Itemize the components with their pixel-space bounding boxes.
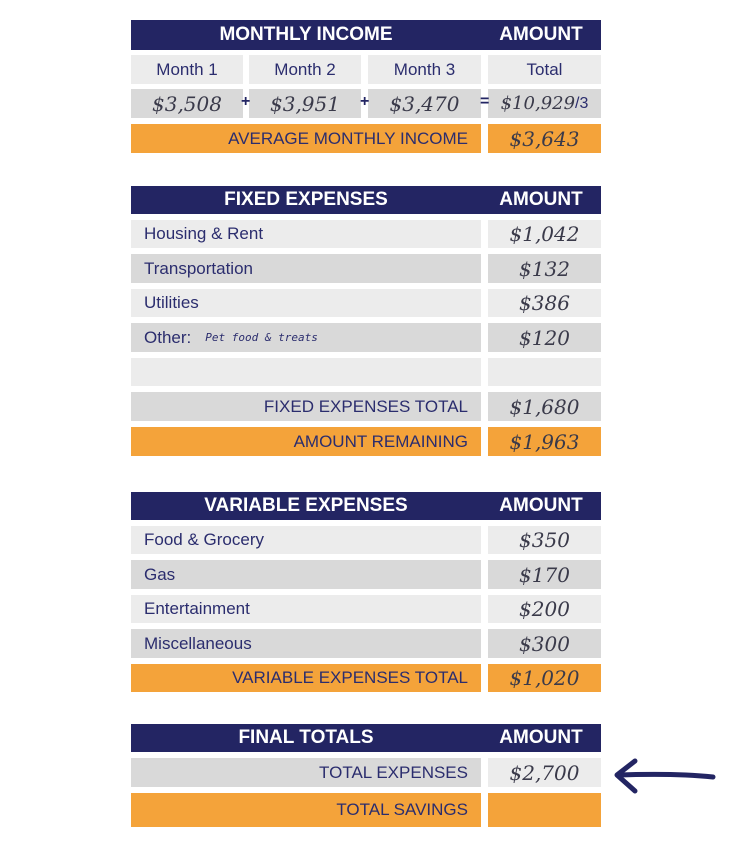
income-value: $3,951 [249,89,361,118]
income-total: $10,929/3 [488,89,601,118]
section-title: FIXED EXPENSES [131,186,481,214]
operator: + [241,93,251,110]
row-label: VARIABLE EXPENSES TOTAL [131,664,481,692]
column-label: Month 1 [131,55,243,84]
row-amount: $1,042 [488,220,601,248]
row-label: AMOUNT REMAINING [131,427,481,456]
empty-amount [488,358,601,386]
income-value: $3,470 [368,89,481,118]
row-label: Entertainment [131,595,481,623]
amount-header: AMOUNT [481,20,601,50]
row: Other: Pet food & treats [131,323,481,352]
row-label: Other: [144,327,192,347]
row-note: Pet food & treats [205,331,318,344]
row-label: AVERAGE MONTHLY INCOME [131,124,481,153]
amount-header: AMOUNT [481,492,601,520]
row-amount: $1,020 [488,664,601,692]
column-label: Month 2 [249,55,361,84]
section-title: VARIABLE EXPENSES [131,492,481,520]
row-label: TOTAL EXPENSES [131,758,481,787]
row-amount: $1,680 [488,392,601,421]
row-label: TOTAL SAVINGS [131,793,481,827]
row-amount: $3,643 [488,124,601,153]
row-amount: $200 [488,595,601,623]
row-label: Housing & Rent [131,220,481,248]
row-label: Miscellaneous [131,629,481,658]
divisor: /3 [575,94,589,112]
income-value: $3,508 [131,89,243,118]
row-label: Transportation [131,254,481,283]
amount-header: AMOUNT [481,186,601,214]
total-value: $10,929 [500,93,576,114]
empty-amount [488,793,601,827]
row-label: FIXED EXPENSES TOTAL [131,392,481,421]
row-amount: $386 [488,289,601,317]
section-title: MONTHLY INCOME [131,20,481,50]
row-amount: $120 [488,323,601,352]
row-amount: $132 [488,254,601,283]
amount-header: AMOUNT [481,724,601,752]
empty-row [131,358,481,386]
row-amount: $1,963 [488,427,601,456]
operator: + [360,93,370,110]
column-label: Total [488,55,601,84]
row-amount: $350 [488,526,601,554]
row-label: Utilities [131,289,481,317]
row-amount: $170 [488,560,601,589]
row-label: Food & Grocery [131,526,481,554]
operator: = [480,93,490,110]
row-label: Gas [131,560,481,589]
row-amount: $300 [488,629,601,658]
row-amount: $2,700 [488,758,601,787]
column-label: Month 3 [368,55,481,84]
arrow [614,758,716,794]
section-title: FINAL TOTALS [131,724,481,752]
